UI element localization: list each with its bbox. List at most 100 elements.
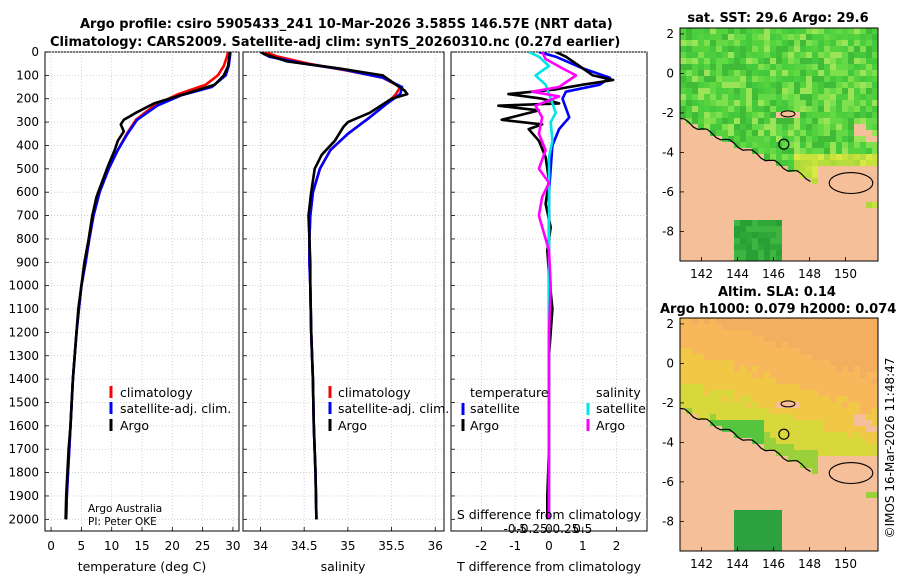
map-cell — [812, 402, 819, 409]
map-cell — [842, 202, 849, 209]
map-cell — [794, 318, 801, 325]
map-cell — [800, 492, 807, 499]
map-cell — [866, 112, 873, 119]
map-cell — [806, 130, 813, 137]
map-xtick-label: 150 — [834, 557, 857, 571]
map-cell — [782, 118, 789, 125]
map-cell — [866, 318, 873, 325]
map-cell — [776, 486, 783, 493]
map-cell — [830, 118, 837, 125]
map-cell — [704, 336, 711, 343]
map-cell — [680, 336, 687, 343]
map-cell — [692, 510, 699, 517]
map-cell — [764, 474, 771, 481]
map-cell — [710, 172, 717, 179]
map-cell — [830, 354, 837, 361]
map-cell — [866, 220, 873, 227]
map-cell — [740, 498, 747, 505]
map-cell — [806, 504, 813, 511]
map-cell — [854, 244, 861, 251]
map-cell — [752, 214, 759, 221]
map-cell — [818, 324, 825, 331]
map-cell — [704, 208, 711, 215]
map-cell — [710, 456, 717, 463]
map-cell — [710, 124, 717, 131]
salinity-profile-series-group — [259, 52, 409, 520]
map-cell — [764, 148, 771, 155]
map-cell — [746, 244, 753, 251]
map-cell — [842, 360, 849, 367]
map-cell — [728, 414, 735, 421]
map-cell — [752, 360, 759, 367]
map-cell — [824, 546, 831, 551]
map-cell — [824, 444, 831, 451]
map-cell — [758, 468, 765, 475]
map-cell — [716, 396, 723, 403]
map-cell — [854, 160, 861, 167]
map-cell — [818, 208, 825, 215]
map-cell — [842, 136, 849, 143]
map-cell — [836, 360, 843, 367]
map-cell — [698, 142, 705, 149]
map-cell — [806, 118, 813, 125]
map-cell — [854, 330, 861, 337]
map-cell — [794, 82, 801, 89]
map-cell — [806, 390, 813, 397]
map-cell — [836, 540, 843, 547]
map-cell — [764, 414, 771, 421]
map-cell — [704, 510, 711, 517]
map-cell — [806, 46, 813, 53]
map-cell — [860, 70, 867, 77]
map-cell — [782, 480, 789, 487]
map-cell — [830, 214, 837, 221]
map-cell — [758, 408, 765, 415]
map-cell — [710, 196, 717, 203]
map-cell — [866, 70, 873, 77]
map-cell — [716, 100, 723, 107]
map-cell — [704, 232, 711, 239]
map-cell — [710, 402, 717, 409]
map-cell — [800, 178, 807, 185]
map-cell — [770, 522, 777, 529]
map-cell — [698, 498, 705, 505]
map-cell — [794, 390, 801, 397]
map-cell — [716, 40, 723, 47]
map-cell — [722, 250, 729, 257]
map-cell — [722, 160, 729, 167]
map-cell — [842, 154, 849, 161]
map-cell — [716, 52, 723, 59]
map-cell — [836, 64, 843, 71]
map-cell — [788, 366, 795, 373]
map-cell — [704, 318, 711, 325]
map-cell — [764, 34, 771, 41]
map-cell — [872, 244, 878, 251]
map-cell — [776, 420, 783, 427]
map-cell — [704, 348, 711, 355]
map-cell — [692, 372, 699, 379]
map-cell — [836, 414, 843, 421]
map-cell — [836, 378, 843, 385]
map-cell — [866, 166, 873, 173]
map-cell — [818, 444, 825, 451]
map-cell — [860, 408, 867, 415]
map-cell — [716, 232, 723, 239]
map-cell — [746, 384, 753, 391]
map-cell — [716, 528, 723, 535]
map-cell — [776, 154, 783, 161]
map-cell — [776, 318, 783, 325]
map-cell — [740, 88, 747, 95]
map-cell — [830, 154, 837, 161]
map-cell — [848, 82, 855, 89]
map-cell — [848, 112, 855, 119]
map-cell — [752, 378, 759, 385]
map-cell — [788, 444, 795, 451]
map-cell — [716, 160, 723, 167]
map-cell — [710, 112, 717, 119]
map-cell — [794, 202, 801, 209]
map-cell — [872, 70, 878, 77]
map-cell — [842, 504, 849, 511]
map-cell — [746, 396, 753, 403]
map-cell — [812, 94, 819, 101]
map-cell — [806, 522, 813, 529]
map-cell — [770, 202, 777, 209]
